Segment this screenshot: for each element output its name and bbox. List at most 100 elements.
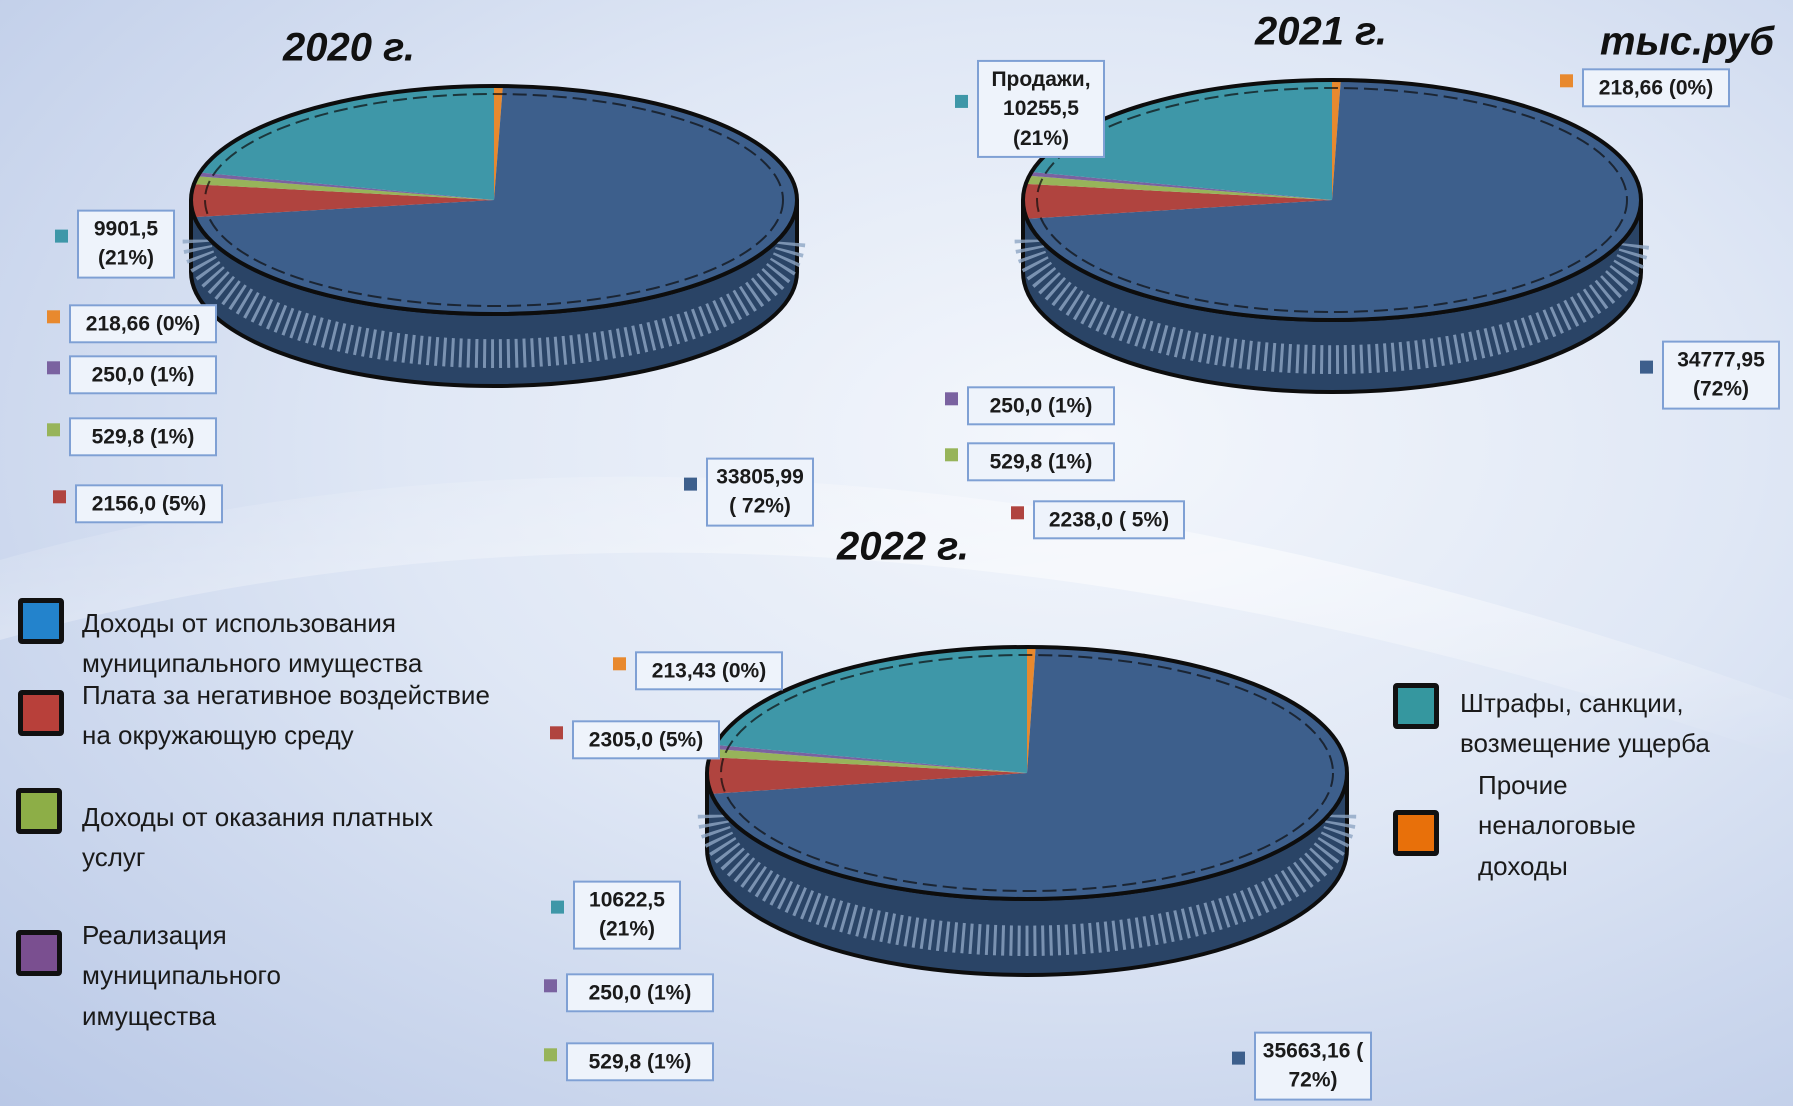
data-label-text: 2238,0 ( 5%)	[1048, 508, 1170, 532]
legend-swatch	[16, 930, 62, 976]
coin-inner-ring	[204, 93, 784, 307]
coin-inner-ring	[720, 654, 1334, 892]
pie-slice	[1027, 647, 1036, 773]
legend-swatch	[18, 690, 64, 736]
data-label: 218,66 (0%)	[1560, 68, 1730, 108]
coin-rim-texture	[1014, 239, 1650, 374]
chart-title: 2020 г.	[282, 25, 416, 70]
coin-inner-ring	[1036, 87, 1628, 313]
data-label: 529,8 (1%)	[47, 417, 217, 457]
pie-slice	[709, 748, 1027, 773]
pie-slice	[711, 647, 1347, 900]
label-marker	[551, 901, 564, 914]
data-label-text: 250,0 (1%)	[588, 981, 692, 1005]
label-marker	[613, 656, 626, 670]
legend-label: Прочие неналоговые доходы	[1478, 770, 1636, 881]
label-marker	[47, 422, 60, 436]
legend-label: Доходы от использования муниципального и…	[82, 608, 423, 679]
data-label-text: 529,8 (1%)	[989, 450, 1093, 474]
pie-slice	[199, 86, 494, 200]
pie-slice	[1332, 80, 1341, 200]
coin-rim-texture	[697, 814, 1357, 956]
unit-label: тыс.руб	[1600, 19, 1774, 64]
data-label: 33805,99 ( 72%)	[684, 457, 814, 527]
data-label: 250,0 (1%)	[544, 973, 714, 1013]
data-label-text: 213,43 (0%)	[651, 659, 767, 683]
pie-slice	[707, 757, 1027, 794]
data-label: 9901,5 (21%)	[55, 209, 175, 279]
data-label: 10622,5 (21%)	[551, 880, 681, 950]
coin-edge	[189, 84, 799, 316]
chart-title: 2022 г.	[836, 524, 970, 569]
legend-label: Штрафы, санкции, возмещение ущерба	[1460, 688, 1710, 759]
coin-pie	[182, 84, 806, 388]
legend-swatch	[1393, 683, 1439, 729]
pie-slice	[494, 86, 503, 200]
data-label-text: 250,0 (1%)	[989, 394, 1093, 418]
legend-label: Реализация муниципального имущества	[82, 920, 281, 1031]
legend-label: Доходы от оказания платных услуг	[82, 802, 433, 873]
legend-swatch	[16, 788, 62, 834]
data-label: 250,0 (1%)	[47, 355, 217, 395]
coin-pie	[697, 645, 1357, 977]
data-label: 250,0 (1%)	[945, 386, 1115, 426]
data-label-text: 2156,0 (5%)	[91, 492, 207, 516]
label-marker	[550, 725, 563, 739]
pie-slice	[193, 176, 494, 200]
data-label-text: 33805,99 ( 72%)	[716, 465, 804, 518]
pie-slice	[712, 744, 1027, 773]
pie-slice	[197, 172, 495, 200]
data-label-text: Продажи, 10255,5 (21%)	[991, 67, 1091, 150]
pie-slice	[191, 184, 495, 218]
label-marker	[544, 978, 557, 992]
data-label: Продажи, 10255,5 (21%)	[955, 59, 1105, 159]
data-label: 35663,16 ( 72%)	[1232, 1031, 1372, 1101]
coin-edge	[1021, 78, 1643, 322]
label-marker	[1011, 505, 1024, 519]
label-marker	[945, 447, 958, 461]
pie-slice	[1029, 171, 1332, 200]
pie-slice	[194, 86, 798, 314]
label-marker	[47, 360, 60, 374]
data-label: 2238,0 ( 5%)	[1011, 500, 1185, 540]
data-label: 34777,95 (72%)	[1640, 340, 1780, 410]
pie-slice	[1026, 80, 1642, 320]
label-marker	[955, 94, 968, 108]
label-marker	[945, 391, 958, 405]
background-sheen	[0, 476, 1793, 760]
data-label-text: 218,66 (0%)	[1598, 76, 1714, 100]
data-label: 218,66 (0%)	[47, 304, 217, 344]
label-marker	[684, 478, 697, 491]
coin-rim-texture	[182, 238, 806, 368]
data-label-text: 2305,0 (5%)	[588, 728, 704, 752]
data-label: 2156,0 (5%)	[53, 484, 223, 524]
data-label: 529,8 (1%)	[544, 1042, 714, 1082]
label-marker	[1640, 361, 1653, 374]
legend-swatch	[18, 598, 64, 644]
data-label-text: 250,0 (1%)	[91, 363, 195, 387]
label-marker	[55, 230, 68, 243]
pie-slice	[715, 647, 1027, 773]
label-marker	[544, 1047, 557, 1061]
label-marker	[53, 489, 66, 503]
legend-swatch	[1393, 810, 1439, 856]
pie-slice	[1022, 183, 1332, 219]
data-label: 529,8 (1%)	[945, 442, 1115, 482]
label-marker	[1232, 1052, 1245, 1065]
data-label-text: 218,66 (0%)	[85, 312, 201, 336]
data-label: 2305,0 (5%)	[550, 720, 720, 760]
legend-label: Плата за негативное воздействие на окруж…	[82, 680, 490, 751]
label-marker	[47, 309, 60, 323]
pie-slice	[1025, 175, 1332, 200]
coin-edge	[705, 645, 1349, 901]
coin-pie	[1014, 78, 1650, 394]
label-marker	[1560, 73, 1573, 87]
data-label-text: 529,8 (1%)	[91, 425, 195, 449]
chart-title: 2021 г.	[1254, 9, 1388, 54]
data-label-text: 529,8 (1%)	[588, 1050, 692, 1074]
data-label: 213,43 (0%)	[613, 651, 783, 691]
data-label-text: 34777,95 (72%)	[1677, 348, 1765, 401]
